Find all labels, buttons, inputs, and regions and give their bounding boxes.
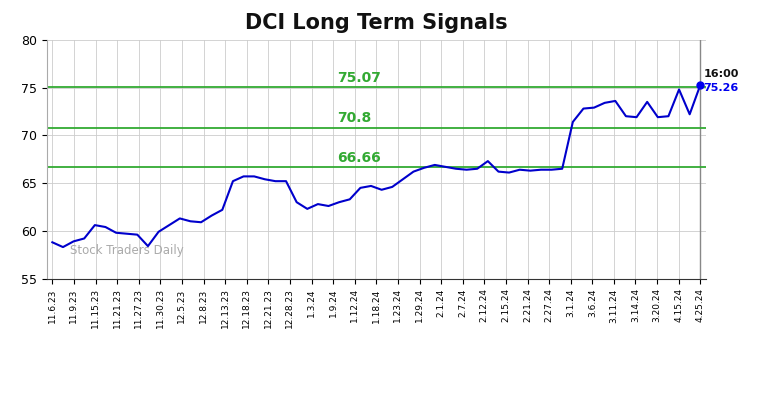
Text: Stock Traders Daily: Stock Traders Daily (70, 244, 183, 257)
Text: 75.07: 75.07 (337, 70, 381, 84)
Title: DCI Long Term Signals: DCI Long Term Signals (245, 13, 507, 33)
Text: 16:00: 16:00 (703, 68, 739, 79)
Text: 66.66: 66.66 (337, 151, 381, 165)
Text: 70.8: 70.8 (337, 111, 372, 125)
Text: 75.26: 75.26 (703, 83, 739, 93)
